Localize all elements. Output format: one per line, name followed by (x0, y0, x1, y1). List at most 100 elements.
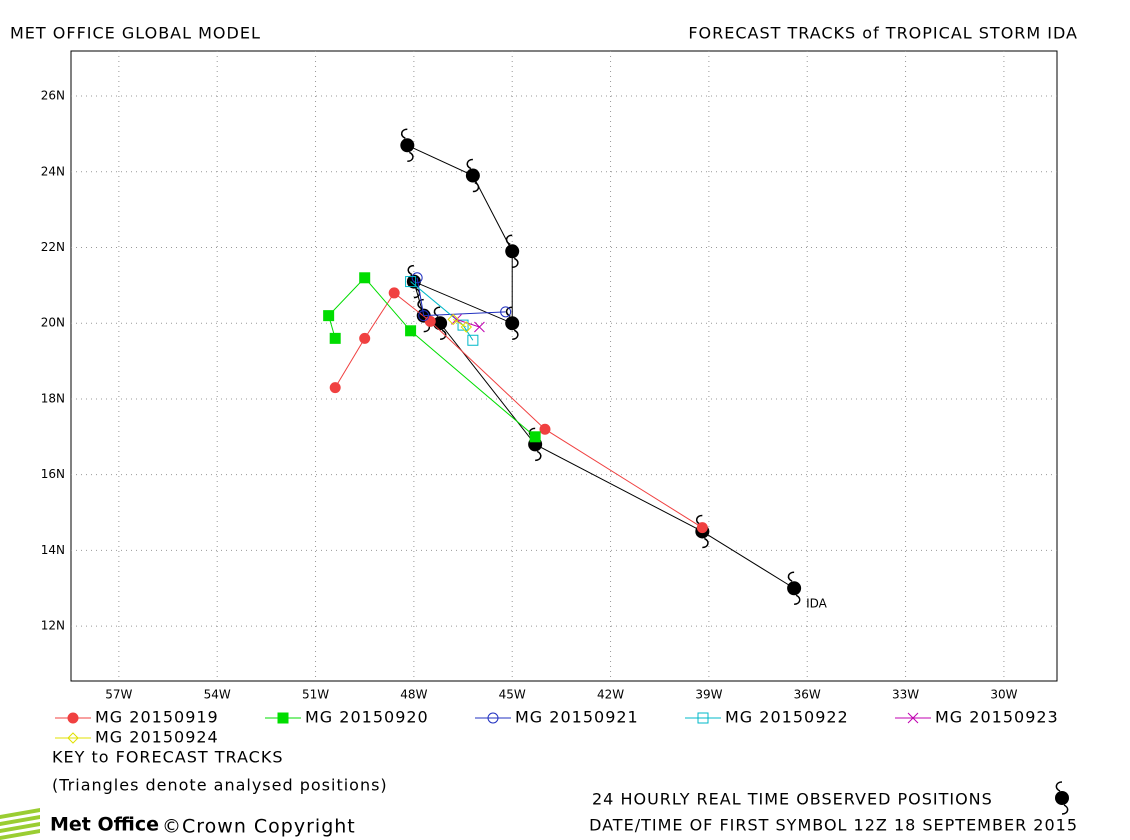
marker (411, 272, 423, 284)
ring (500, 306, 512, 318)
marker (329, 382, 341, 394)
marker (697, 712, 709, 724)
y-tick-label: 12N (41, 619, 65, 633)
marker (696, 522, 708, 534)
legend-text: MG 20150920 (305, 708, 429, 727)
x-tick-label: 57W (105, 688, 132, 702)
diamond (460, 321, 473, 333)
marker (359, 272, 371, 284)
x-tick-label: 39W (695, 688, 722, 702)
legend-text: MG 20150924 (95, 728, 219, 747)
storm-symbol (1055, 791, 1069, 805)
square (359, 272, 371, 284)
storm-symbol (400, 138, 415, 153)
storm-symbol (505, 234, 519, 269)
y-tick-label: 16N (41, 467, 65, 481)
logo (0, 808, 40, 840)
legend-text: MG 20150923 (935, 708, 1059, 727)
marker (529, 431, 541, 443)
storm-symbol (407, 264, 421, 299)
legend-marker (1055, 781, 1069, 815)
chart-subtitle: FORECAST TRACKS of TROPICAL STORM IDA (688, 24, 1078, 43)
x-tick-label: 45W (499, 688, 526, 702)
storm-symbol (787, 571, 801, 605)
x-tick-label: 42W (597, 688, 624, 702)
dot (539, 423, 551, 435)
ring (411, 272, 423, 284)
marker (405, 276, 417, 288)
ring (418, 310, 430, 322)
storm-symbol (465, 168, 480, 183)
y-tick-label: 14N (41, 543, 65, 557)
x-tick-label: 48W (400, 688, 427, 702)
key-note: (Triangles denote analysed positions) (52, 776, 388, 795)
marker (400, 128, 415, 163)
first-symbol-note: DATE/TIME OF FIRST SYMBOL 12Z 18 SEPTEMB… (589, 816, 1078, 835)
storm-symbol (400, 128, 414, 163)
marker (500, 306, 512, 318)
diamond (67, 732, 79, 744)
open-square (467, 334, 479, 346)
marker (467, 334, 479, 346)
y-tick-label: 18N (41, 391, 65, 405)
y-tick-label: 22N (41, 240, 65, 254)
track-line (416, 277, 506, 317)
marker (487, 712, 499, 724)
marker (424, 315, 436, 327)
track-line (328, 277, 536, 438)
legend-text: 24 HOURLY REAL TIME OBSERVED POSITIONS (592, 790, 993, 809)
storm-symbol (505, 316, 520, 331)
marker (388, 287, 400, 299)
storm-symbol (466, 158, 480, 193)
y-tick-label: 24N (41, 164, 65, 178)
marker (907, 712, 919, 724)
track-line (452, 318, 467, 328)
x-tick-label: 33W (892, 688, 919, 702)
marker (460, 321, 473, 333)
copyright: ©Crown Copyright (162, 816, 356, 838)
square (323, 310, 335, 322)
open-square (457, 319, 469, 331)
marker (447, 313, 459, 326)
y-tick-label: 26N (41, 89, 65, 103)
key-title: KEY to FORECAST TRACKS (52, 748, 284, 767)
open-square (405, 276, 417, 288)
x-tick-label: 51W (302, 688, 329, 702)
brand: Met Office (50, 814, 159, 836)
track-line (334, 292, 703, 529)
plot-frame (70, 50, 1058, 682)
open-square (697, 712, 709, 724)
legend-text: MG 20150921 (515, 708, 639, 727)
diamond (447, 313, 459, 326)
storm-symbol (787, 581, 802, 596)
marker (329, 332, 341, 344)
marker (474, 321, 485, 333)
marker (505, 234, 520, 269)
marker (787, 571, 802, 605)
dot (359, 332, 371, 344)
x-tick-label: 36W (794, 688, 821, 702)
storm-symbol (505, 244, 520, 259)
marker (418, 310, 430, 322)
marker (465, 158, 480, 193)
marker (277, 712, 289, 724)
dot (329, 382, 341, 394)
dot (67, 712, 79, 724)
cross (907, 712, 919, 724)
legend-text: MG 20150919 (95, 708, 219, 727)
chart-title: MET OFFICE GLOBAL MODEL (10, 24, 261, 43)
cross (474, 321, 485, 333)
y-tick-label: 20N (41, 316, 65, 330)
storm-symbol (1055, 781, 1069, 815)
marker (539, 423, 551, 435)
dot (424, 315, 436, 327)
square (277, 712, 289, 724)
square (529, 431, 541, 443)
annotation: IDA (806, 597, 828, 611)
marker (323, 310, 335, 322)
ring (487, 712, 499, 724)
marker (405, 325, 417, 337)
marker (359, 332, 371, 344)
x-tick-label: 54W (204, 688, 231, 702)
